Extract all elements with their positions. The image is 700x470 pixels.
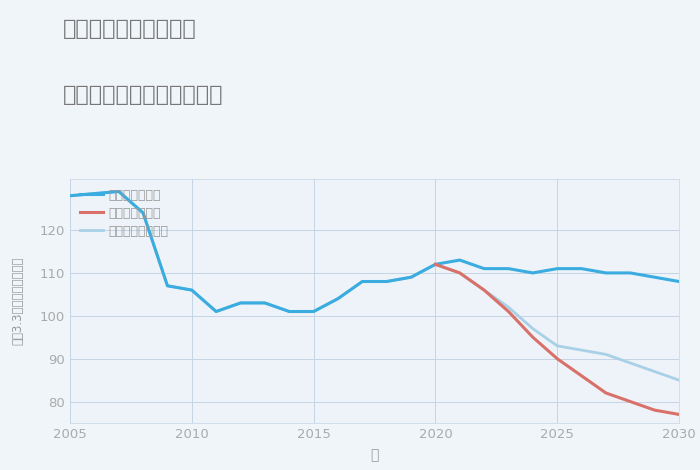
ノーマルシナリオ bbox=[115, 188, 123, 194]
グッドシナリオ bbox=[626, 270, 634, 276]
バッドシナリオ bbox=[528, 335, 537, 340]
Legend: グッドシナリオ, バッドシナリオ, ノーマルシナリオ: グッドシナリオ, バッドシナリオ, ノーマルシナリオ bbox=[76, 185, 172, 242]
ノーマルシナリオ bbox=[650, 369, 659, 375]
グッドシナリオ bbox=[115, 188, 123, 194]
ノーマルシナリオ bbox=[66, 193, 74, 198]
グッドシナリオ bbox=[504, 266, 512, 272]
Text: 奈良県橿原市常盤町の: 奈良県橿原市常盤町の bbox=[63, 19, 197, 39]
ノーマルシナリオ bbox=[212, 309, 220, 314]
ノーマルシナリオ bbox=[528, 326, 537, 331]
グッドシナリオ bbox=[237, 300, 245, 306]
グッドシナリオ bbox=[358, 279, 367, 284]
ノーマルシナリオ bbox=[675, 377, 683, 383]
バッドシナリオ bbox=[480, 287, 489, 293]
グッドシナリオ bbox=[309, 309, 318, 314]
Line: グッドシナリオ: グッドシナリオ bbox=[70, 191, 679, 312]
ノーマルシナリオ bbox=[139, 210, 147, 216]
ノーマルシナリオ bbox=[382, 279, 391, 284]
ノーマルシナリオ bbox=[480, 287, 489, 293]
ノーマルシナリオ bbox=[553, 343, 561, 349]
バッドシナリオ bbox=[578, 373, 586, 379]
グッドシナリオ bbox=[260, 300, 269, 306]
ノーマルシナリオ bbox=[407, 274, 415, 280]
ノーマルシナリオ bbox=[309, 309, 318, 314]
ノーマルシナリオ bbox=[456, 270, 464, 276]
ノーマルシナリオ bbox=[237, 300, 245, 306]
ノーマルシナリオ bbox=[602, 352, 610, 357]
ノーマルシナリオ bbox=[358, 279, 367, 284]
ノーマルシナリオ bbox=[504, 305, 512, 310]
ノーマルシナリオ bbox=[626, 360, 634, 366]
グッドシナリオ bbox=[602, 270, 610, 276]
ノーマルシナリオ bbox=[260, 300, 269, 306]
ノーマルシナリオ bbox=[285, 309, 293, 314]
ノーマルシナリオ bbox=[163, 283, 172, 289]
バッドシナリオ bbox=[456, 270, 464, 276]
グッドシナリオ bbox=[212, 309, 220, 314]
グッドシナリオ bbox=[675, 279, 683, 284]
バッドシナリオ bbox=[431, 261, 440, 267]
バッドシナリオ bbox=[602, 390, 610, 396]
グッドシナリオ bbox=[431, 261, 440, 267]
バッドシナリオ bbox=[504, 309, 512, 314]
グッドシナリオ bbox=[407, 274, 415, 280]
グッドシナリオ bbox=[188, 287, 196, 293]
ノーマルシナリオ bbox=[431, 261, 440, 267]
グッドシナリオ bbox=[382, 279, 391, 284]
グッドシナリオ bbox=[578, 266, 586, 272]
グッドシナリオ bbox=[334, 296, 342, 301]
グッドシナリオ bbox=[139, 210, 147, 216]
バッドシナリオ bbox=[553, 356, 561, 361]
ノーマルシナリオ bbox=[578, 347, 586, 353]
バッドシナリオ bbox=[626, 399, 634, 404]
Line: ノーマルシナリオ: ノーマルシナリオ bbox=[70, 191, 679, 380]
グッドシナリオ bbox=[66, 193, 74, 198]
X-axis label: 年: 年 bbox=[370, 448, 379, 462]
バッドシナリオ bbox=[675, 412, 683, 417]
グッドシナリオ bbox=[528, 270, 537, 276]
Line: バッドシナリオ: バッドシナリオ bbox=[435, 264, 679, 415]
グッドシナリオ bbox=[456, 257, 464, 263]
グッドシナリオ bbox=[163, 283, 172, 289]
グッドシナリオ bbox=[285, 309, 293, 314]
バッドシナリオ bbox=[650, 407, 659, 413]
グッドシナリオ bbox=[553, 266, 561, 272]
ノーマルシナリオ bbox=[334, 296, 342, 301]
ノーマルシナリオ bbox=[188, 287, 196, 293]
グッドシナリオ bbox=[650, 274, 659, 280]
Text: 中古マンションの価格推移: 中古マンションの価格推移 bbox=[63, 85, 223, 105]
Text: 坪（3.3㎡）単価（万円）: 坪（3.3㎡）単価（万円） bbox=[11, 257, 24, 345]
グッドシナリオ bbox=[480, 266, 489, 272]
